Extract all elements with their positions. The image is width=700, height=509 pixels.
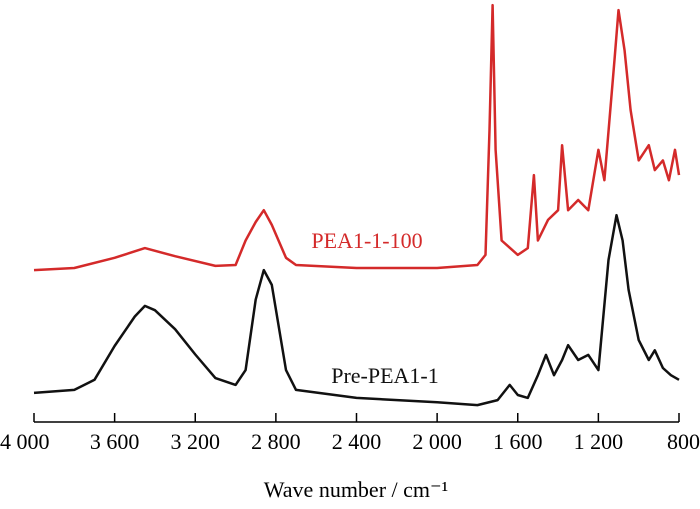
series-label: PEA1-1-100 <box>311 228 422 253</box>
x-tick-label: 2 800 <box>251 429 301 454</box>
x-tick-label: 3 200 <box>171 429 221 454</box>
series-label: Pre-PEA1-1 <box>331 363 439 388</box>
x-tick-label: 2 000 <box>412 429 462 454</box>
x-tick-label: 3 600 <box>90 429 140 454</box>
x-axis-label: Wave number / cm⁻¹ <box>264 477 448 502</box>
x-tick-label: 800 <box>667 429 700 454</box>
spectrum-line <box>33 213 680 407</box>
x-tick-label: 2 400 <box>332 429 382 454</box>
spectrum-line <box>33 3 681 272</box>
x-tick-label: 4 000 <box>0 429 50 454</box>
x-tick-label: 1 600 <box>493 429 543 454</box>
x-tick-label: 1 200 <box>574 429 624 454</box>
